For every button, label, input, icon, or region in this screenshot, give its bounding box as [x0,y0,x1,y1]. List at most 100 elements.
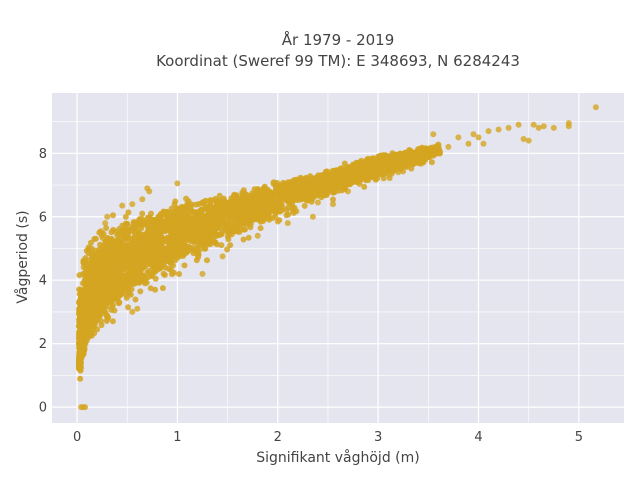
scatter-point [134,305,141,312]
x-tick-label: 4 [474,430,482,445]
scatter-point [93,261,100,268]
scatter-point [145,274,152,281]
y-axis-ticks: 0 2 4 6 8 [39,147,47,416]
scatter-point [131,229,138,236]
scatter-point [79,289,86,296]
scatter-point [397,150,404,157]
x-axis-title: Signifikant våghöjd (m) [256,449,419,466]
scatter-point [138,253,145,260]
scatter-point [108,229,115,236]
scatter-point [215,197,222,204]
scatter-point [98,258,105,265]
scatter-point [218,242,225,249]
scatter-point [119,232,126,239]
scatter-point [428,159,435,166]
scatter-point [87,321,94,328]
scatter-point [204,257,210,264]
scatter-point [93,252,100,259]
scatter-point [110,212,116,219]
scatter-point [184,248,191,255]
scatter-point [103,255,110,261]
scatter-point [103,318,110,324]
scatter-point [216,232,223,238]
scatter-point [129,308,136,315]
scatter-point [166,241,173,248]
scatter-point [127,291,134,298]
scatter-point [82,255,89,262]
scatter-point [172,225,179,232]
scatter-point [152,275,159,282]
scatter-point [88,301,95,307]
scatter-point [266,191,273,198]
scatter-point [181,209,188,216]
scatter-point [301,202,308,209]
scatter-point [139,196,146,203]
scatter-point [91,281,98,287]
scatter-point [205,223,212,229]
scatter-point [118,277,125,284]
scatter-point [83,272,90,279]
scatter-point [102,275,109,282]
scatter-point [495,126,502,133]
scatter-point [122,253,129,260]
scatter-point [137,258,144,265]
scatter-point [208,212,215,219]
scatter-point [102,220,109,227]
scatter-point [79,317,86,324]
scatter-point [242,220,249,227]
scatter-point [248,197,255,204]
scatter-point [147,285,154,292]
scatter-point [191,247,198,254]
scatter-point [405,151,412,158]
scatter-point [313,192,320,199]
scatter-point [206,236,213,243]
scatter-point [122,213,129,220]
scatter-point [385,159,392,166]
scatter-point [361,183,368,190]
y-tick-label: 8 [39,147,47,162]
scatter-point [426,151,433,158]
scatter-point [170,253,177,260]
scatter-point [280,179,287,186]
scatter-point [104,246,111,253]
y-axis-title: Vågperiod (s) [14,210,31,303]
chart-title-line-1: År 1979 - 2019 [282,30,395,49]
scatter-point [221,222,228,229]
scatter-point [123,261,130,268]
x-tick-label: 3 [374,430,382,445]
scatter-point [110,263,117,270]
scatter-point [245,234,252,241]
scatter-point [465,140,472,147]
scatter-point [257,225,264,232]
scatter-point [183,243,190,250]
scatter-point [108,276,115,283]
scatter-point [161,225,168,232]
scatter-point [224,202,231,209]
scatter-point [105,289,112,296]
scatter-point [592,104,599,111]
scatter-point [164,234,171,241]
scatter-point [215,222,222,228]
scatter-point [283,206,290,213]
scatter-point [176,271,183,277]
scatter-point [389,152,396,159]
scatter-point [144,256,151,262]
scatter-point [183,203,190,210]
scatter-point [190,223,197,230]
scatter-point [287,200,294,207]
scatter-point [124,274,131,281]
scatter-point [380,156,387,163]
scatter-point [130,273,137,280]
scatter-point [301,194,308,201]
scatter-point [103,225,110,231]
scatter-point [240,208,247,215]
scatter-point [374,167,381,173]
scatter-points [76,104,599,411]
scatter-point [365,170,372,177]
scatter-point [111,291,118,298]
scatter-point [195,251,202,258]
scatter-point [78,404,85,411]
y-tick-label: 2 [39,337,47,352]
scatter-point [125,286,132,292]
scatter-point [309,213,316,220]
